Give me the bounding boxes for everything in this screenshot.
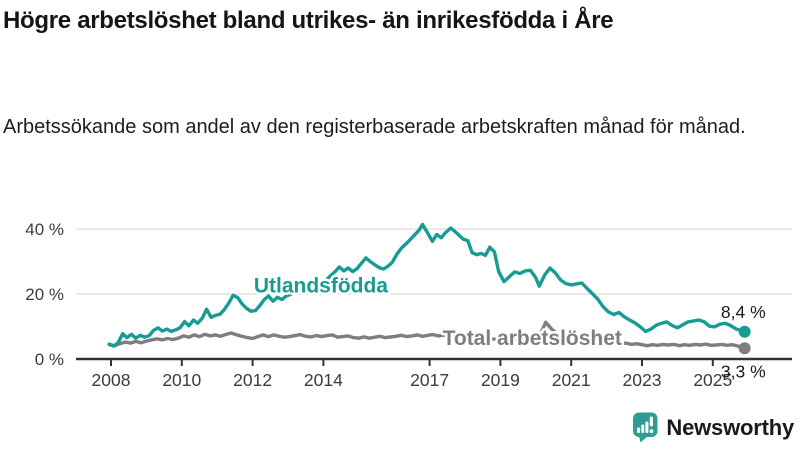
chart-title: Högre arbetslöshet bland utrikes- än inr…: [3, 7, 614, 34]
end-value-label-utlandsfodda: 8,4 %: [721, 302, 766, 322]
newsworthy-logo[interactable]: Newsworthy: [632, 412, 794, 443]
y-axis-tick-label: 40 %: [25, 220, 64, 239]
series-label-total: Total arbetslöshet: [443, 327, 622, 350]
x-axis-tick-label: 2008: [92, 370, 131, 390]
y-axis-tick-label: 0 %: [35, 350, 64, 369]
newsworthy-brand-text: Newsworthy: [666, 414, 794, 440]
x-axis-tick-label: 2025: [693, 370, 732, 390]
series-line-utlandsfodda: [107, 222, 747, 348]
x-axis-tick-label: 2023: [623, 370, 662, 390]
line-chart: 0 % 20 % 40 % 2008 2010 2012 2014 2017 2019 2021 2…: [25, 220, 792, 390]
x-axis-tick-label: 2010: [162, 370, 201, 390]
end-value-label-total: 3,3 %: [721, 361, 766, 381]
end-dot-total: [738, 342, 751, 355]
y-axis-tick-label: 20 %: [25, 285, 64, 304]
x-axis-tick-label: 2019: [481, 370, 520, 390]
x-axis-tick-label: 2021: [552, 370, 591, 390]
chart-subtitle: Arbetssökande som andel av den registerb…: [3, 116, 746, 138]
x-axis-tick-label: 2017: [410, 370, 449, 390]
end-dot-utlandsfodda: [738, 325, 751, 338]
series-line-total: [107, 320, 747, 351]
x-axis-tick-label: 2012: [233, 370, 272, 390]
x-axis-tick-label: 2014: [304, 370, 343, 390]
newsworthy-logo-icon: [633, 412, 658, 443]
series-label-utlandsfodda: Utlandsfödda: [254, 275, 388, 298]
